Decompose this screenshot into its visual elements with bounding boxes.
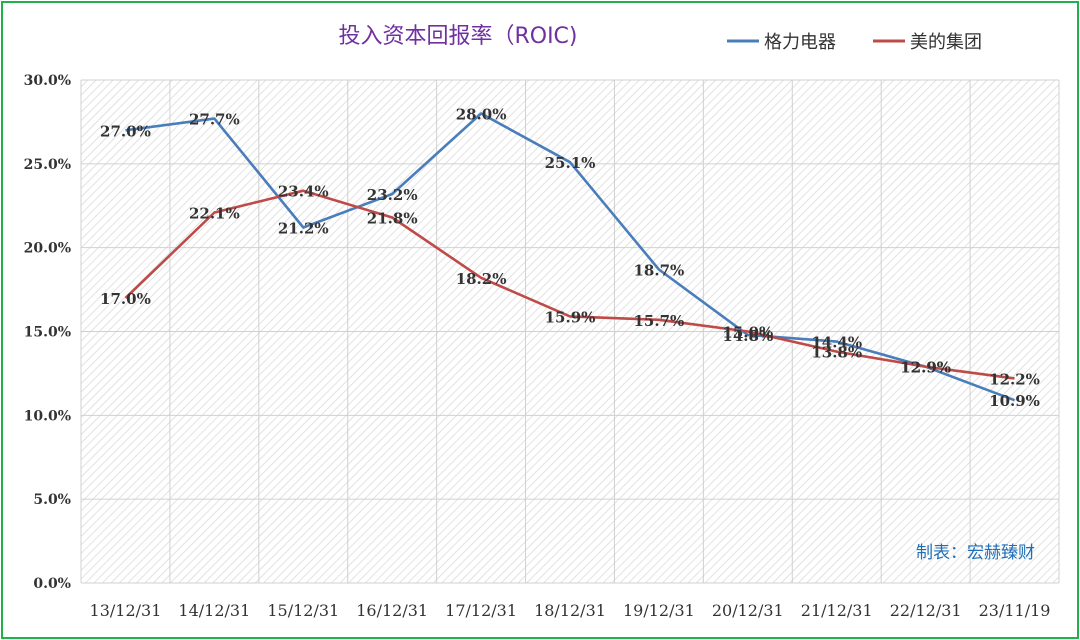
chart-title: 投入资本回报率（ROIC) bbox=[338, 24, 577, 49]
data-label: 27.7% bbox=[189, 111, 240, 129]
data-label: 15.7% bbox=[634, 312, 685, 330]
data-label: 23.2% bbox=[367, 186, 418, 204]
x-tick-label: 16/12/31 bbox=[356, 601, 428, 620]
x-tick-label: 19/12/31 bbox=[623, 601, 695, 620]
y-tick-label: 20.0% bbox=[24, 241, 71, 257]
y-tick-label: 30.0% bbox=[24, 73, 71, 89]
roic-line-chart: 投入资本回报率（ROIC) 格力电器 美的集团 0.0% 5.0% 10.0% 15.… bbox=[24, 24, 1060, 620]
data-label: 25.1% bbox=[545, 154, 596, 172]
data-label: 14.4% bbox=[811, 334, 862, 352]
data-label: 15.0% bbox=[722, 324, 773, 342]
data-label: 17.0% bbox=[100, 290, 151, 308]
x-tick-label: 22/12/31 bbox=[890, 601, 962, 620]
y-axis: 0.0% 5.0% 10.0% 15.0% 20.0% 25.0% 30.0% bbox=[24, 73, 71, 592]
data-label: 21.8% bbox=[367, 209, 418, 227]
x-tick-label: 14/12/31 bbox=[178, 601, 250, 620]
data-label: 18.7% bbox=[634, 261, 685, 279]
x-tick-label: 15/12/31 bbox=[267, 601, 339, 620]
data-label: 10.9% bbox=[989, 392, 1040, 410]
data-label: 21.2% bbox=[278, 220, 329, 238]
x-tick-label: 21/12/31 bbox=[801, 601, 873, 620]
data-label: 14.8% bbox=[722, 327, 773, 345]
data-label: 18.2% bbox=[456, 270, 507, 288]
y-tick-label: 25.0% bbox=[24, 157, 71, 173]
data-label: 12.9% bbox=[900, 359, 951, 377]
legend-label-midea: 美的集团 bbox=[910, 32, 982, 53]
legend-label-gree: 格力电器 bbox=[764, 32, 836, 53]
data-label: 23.4% bbox=[278, 183, 329, 201]
legend: 格力电器 美的集团 bbox=[727, 32, 982, 53]
data-label: 28.0% bbox=[456, 106, 507, 124]
x-tick-label: 20/12/31 bbox=[712, 601, 784, 620]
data-label: 12.2% bbox=[989, 370, 1040, 388]
x-tick-label: 23/11/19 bbox=[979, 601, 1051, 620]
data-label: 15.9% bbox=[545, 308, 596, 326]
data-label: 22.1% bbox=[189, 204, 240, 222]
y-tick-label: 10.0% bbox=[24, 408, 71, 424]
x-tick-label: 18/12/31 bbox=[534, 601, 606, 620]
chart-credit: 制表：宏赫臻财 bbox=[916, 543, 1035, 563]
data-label: 12.9% bbox=[900, 359, 951, 377]
x-axis: 13/12/31 14/12/31 15/12/31 16/12/31 17/12/31… bbox=[90, 601, 1051, 620]
y-tick-label: 0.0% bbox=[33, 576, 71, 592]
data-label: 27.0% bbox=[100, 122, 151, 140]
x-tick-label: 13/12/31 bbox=[90, 601, 162, 620]
x-tick-label: 17/12/31 bbox=[445, 601, 517, 620]
data-label: 13.8% bbox=[811, 344, 862, 362]
y-tick-label: 15.0% bbox=[24, 325, 71, 341]
y-tick-label: 5.0% bbox=[33, 492, 71, 508]
